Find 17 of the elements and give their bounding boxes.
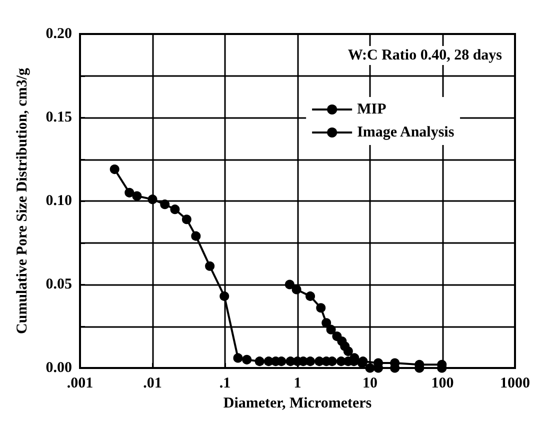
legend-label: Image Analysis bbox=[357, 124, 454, 140]
x-tick-label: 100 bbox=[431, 376, 454, 392]
y-tick-label: 0.15 bbox=[46, 110, 72, 126]
x-tick-label: .01 bbox=[143, 376, 162, 392]
x-tick-label: 10 bbox=[362, 376, 378, 392]
x-tick-label: .001 bbox=[66, 376, 94, 392]
y-tick-label: 0.05 bbox=[46, 276, 72, 292]
y-tick-label: 0.00 bbox=[46, 360, 72, 376]
x-axis-title: Diameter, Micrometers bbox=[223, 396, 372, 412]
y-tick-label: 0.20 bbox=[46, 26, 72, 42]
x-tick-label: .1 bbox=[219, 376, 231, 392]
x-tick-label: 1 bbox=[294, 376, 302, 392]
x-tick-label: 1000 bbox=[500, 376, 530, 392]
legend-label: MIP bbox=[357, 102, 386, 118]
y-axis-title: Cumulative Pore Size Distribution, cm3/g bbox=[14, 68, 30, 334]
annotation: W:C Ratio 0.40, 28 days bbox=[348, 48, 502, 64]
y-tick-label: 0.10 bbox=[46, 193, 72, 209]
